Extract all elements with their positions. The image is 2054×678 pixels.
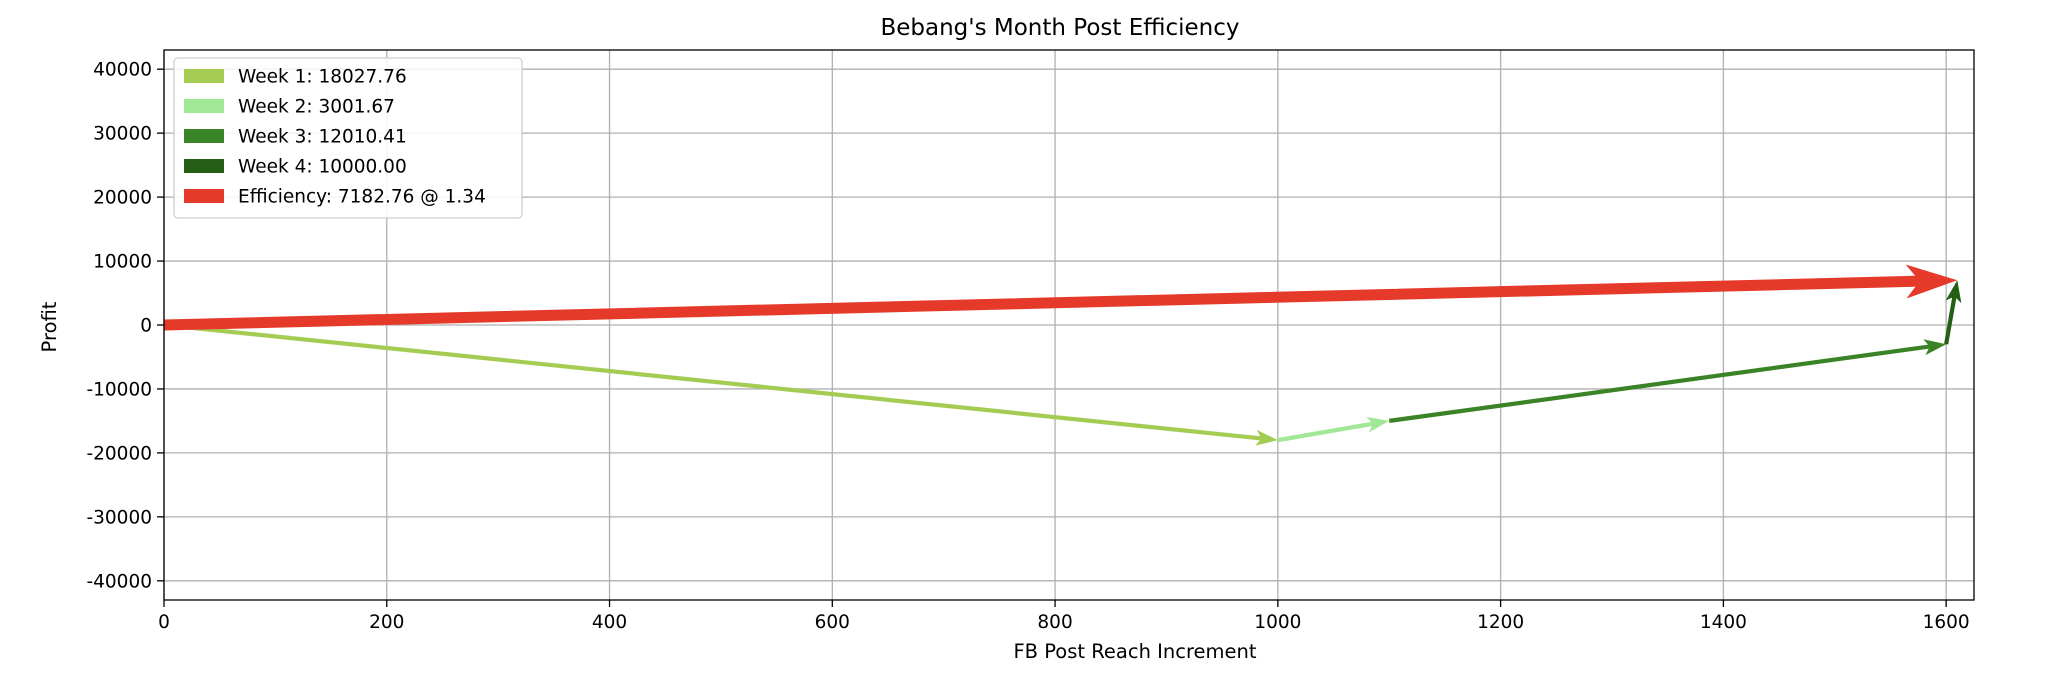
- arrow-week-4: [1944, 280, 1962, 345]
- arrows: [163, 264, 1962, 446]
- x-tick-label: 1600: [1923, 612, 1970, 633]
- legend-label-week-4: Week 4: 10000.00: [238, 157, 407, 178]
- legend-label-week-3: Week 3: 12010.41: [238, 127, 407, 148]
- legend: Week 1: 18027.76 Week 2: 3001.67 Week 3: 1…: [173, 57, 523, 219]
- arrow-efficiency: [163, 264, 1958, 331]
- legend-box: [173, 57, 523, 219]
- y-axis-title: Profit: [38, 301, 61, 352]
- y-tick-label: 0: [140, 316, 152, 337]
- y-tick-label: -30000: [86, 507, 152, 528]
- legend-label-week-1: Week 1: 18027.76: [238, 67, 407, 88]
- y-tick-label: 10000: [93, 252, 152, 273]
- x-tick-label: 600: [815, 612, 850, 633]
- y-tick-label: 40000: [93, 60, 152, 81]
- ticks: 0 200 400 600 800 1000 1200 1400 1600 -40000 -3000…: [86, 60, 1969, 633]
- legend-swatch-efficiency: [184, 189, 224, 203]
- x-tick-label: 1000: [1254, 612, 1301, 633]
- x-tick-label: 1200: [1477, 612, 1524, 633]
- arrow-week-1: [163, 322, 1278, 446]
- arrow-week-2: [1277, 416, 1390, 443]
- chart-title: Bebang's Month Post Efficiency: [880, 15, 1239, 41]
- legend-label-efficiency: Efficiency: 7182.76 @ 1.34: [238, 187, 486, 208]
- y-tick-label: -20000: [86, 443, 152, 464]
- y-tick-label: -10000: [86, 379, 152, 400]
- x-tick-label: 800: [1037, 612, 1072, 633]
- x-tick-label: 400: [592, 612, 627, 633]
- arrow-week-3: [1388, 339, 1947, 423]
- legend-label-week-2: Week 2: 3001.67: [238, 97, 395, 118]
- x-axis-title: FB Post Reach Increment: [1013, 640, 1256, 663]
- y-tick-label: -40000: [86, 571, 152, 592]
- y-tick-label: 20000: [93, 188, 152, 209]
- legend-swatch-week-2: [184, 99, 224, 113]
- x-tick-label: 200: [369, 612, 404, 633]
- x-tick-label: 0: [158, 612, 170, 633]
- legend-swatch-week-1: [184, 69, 224, 83]
- legend-swatch-week-3: [184, 129, 224, 143]
- x-tick-label: 1400: [1700, 612, 1747, 633]
- legend-swatch-week-4: [184, 159, 224, 173]
- y-tick-label: 30000: [93, 124, 152, 145]
